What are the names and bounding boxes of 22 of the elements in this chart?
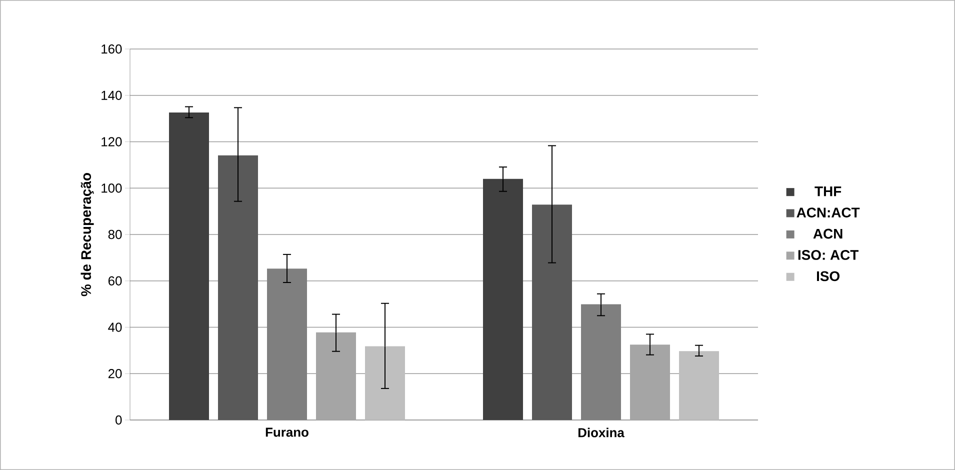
bar bbox=[483, 178, 524, 420]
y-tick-label: 140 bbox=[102, 90, 122, 100]
legend-label: ACN bbox=[813, 228, 842, 239]
y-tick-label: 0 bbox=[116, 415, 122, 425]
y-tick-label: 20 bbox=[108, 369, 122, 378]
legend-label: ISO: ACT bbox=[798, 250, 859, 260]
legend-label: ISO bbox=[816, 271, 840, 282]
legend-label: THF bbox=[814, 186, 842, 196]
x-tick-label: Dioxina bbox=[578, 428, 624, 438]
legend-label: ACN:ACT bbox=[796, 208, 860, 218]
bar bbox=[169, 112, 209, 420]
y-tick-label: 60 bbox=[108, 276, 122, 286]
x-tick-label: Furano bbox=[266, 428, 308, 437]
bar bbox=[679, 351, 720, 420]
y-tick-label: 100 bbox=[102, 184, 122, 193]
y-tick-label: 40 bbox=[108, 322, 122, 332]
y-tick-label: 160 bbox=[102, 44, 122, 54]
y-tick-label: 80 bbox=[108, 230, 122, 240]
bar bbox=[218, 155, 258, 420]
y-axis-title: % de Recuperação bbox=[80, 173, 94, 296]
bar bbox=[532, 204, 572, 420]
y-tick-label: 120 bbox=[102, 137, 122, 146]
